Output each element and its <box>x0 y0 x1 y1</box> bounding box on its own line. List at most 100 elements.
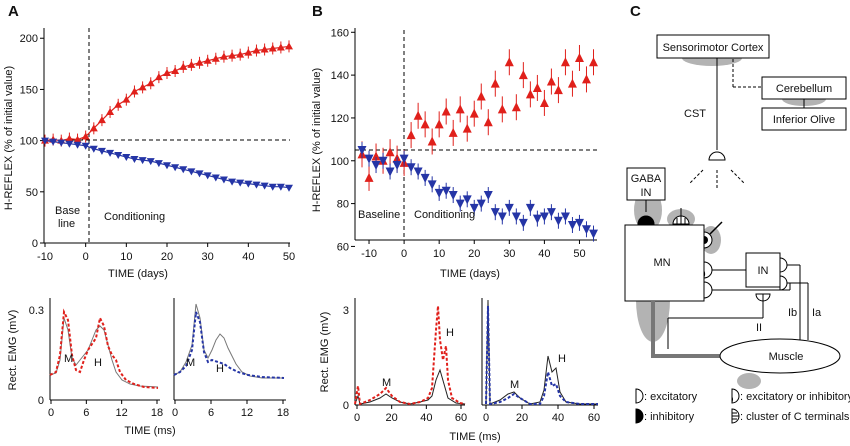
a-br-xtick-label: 6 <box>208 407 214 419</box>
a-top-series-line-0 <box>44 45 290 142</box>
b-top-down-point <box>448 191 458 201</box>
motoneuron-box <box>624 224 705 302</box>
b-top-up-point <box>476 91 486 101</box>
b-top-down-point <box>539 212 549 222</box>
b-bottom-xlabel: TIME (ms) <box>449 431 500 443</box>
a-bl-xtick-label: 6 <box>83 407 89 419</box>
a-bottom-ylabel: Rect. EMG (mV) <box>7 310 19 391</box>
b-top-down-point <box>455 199 465 209</box>
b-br-trace-down <box>485 305 598 406</box>
a-top-down-point <box>285 184 293 192</box>
b-br-xtick-label: 20 <box>516 412 528 424</box>
b-top-down-point <box>406 163 416 173</box>
cst-dash-right <box>730 169 745 184</box>
a-top-up-point <box>211 54 220 62</box>
b-br-h-label: H <box>558 353 566 365</box>
b-top-up-point <box>434 119 444 129</box>
a-top-down-point <box>65 140 74 148</box>
legend-exc-or-inh-symbol <box>731 388 740 404</box>
in-terminal-ib <box>779 257 788 273</box>
b-top-down-point <box>441 186 451 196</box>
b-top-up-point <box>560 57 570 67</box>
a-br-m-label: M <box>186 357 195 369</box>
gaba-inhibitory-terminal <box>637 215 655 225</box>
b-bottom-ylabel: Rect. EMG (mV) <box>319 312 331 393</box>
b-top-down-point <box>434 188 444 198</box>
b-top-up-point <box>371 151 381 161</box>
b-bl-xtick-label: 0 <box>354 412 360 424</box>
a-top-up-point <box>114 100 123 108</box>
b-top-down-point <box>525 203 535 213</box>
a-top-up-point <box>260 45 269 53</box>
a-top-ytick-label: 50 <box>26 187 38 199</box>
b-bottom-ytick-0: 0 <box>343 400 349 412</box>
b-top-baseline-label: Baseline <box>358 209 400 221</box>
mn-terminal-right-1-dot <box>704 236 708 244</box>
chart-a-bottom: Rect. EMG (mV) 0.3 0 0 6 12 18 M H 0 6 12 18 M… <box>7 298 289 437</box>
b-top-ytick-label: 140 <box>331 70 349 82</box>
a-top-xtick-label: 30 <box>202 251 214 263</box>
b-top-down-point <box>392 161 402 171</box>
b-top-xtick-label: 10 <box>433 248 445 260</box>
b-bl-xtick-label: 40 <box>420 412 432 424</box>
b-top-ytick-label: 80 <box>337 199 349 211</box>
b-top-up-point <box>455 104 465 114</box>
a-top-down-point <box>114 151 123 159</box>
b-top-up-point <box>448 127 458 137</box>
a-top-down-point <box>49 138 58 146</box>
a-top-down-point <box>81 142 90 150</box>
b-top-up-point <box>469 108 479 118</box>
a-top-xtick-label: 50 <box>283 251 295 263</box>
a-top-up-point <box>236 50 245 58</box>
b-top-ytick-label: 160 <box>331 27 349 39</box>
b-top-ytick-label: 60 <box>337 241 349 253</box>
a-top-ylabel: H-REFLEX (% of initial value) <box>3 66 15 210</box>
mn-terminal-right-3 <box>703 281 713 299</box>
b-top-down-point <box>511 212 521 222</box>
b-top-xtick-label: 40 <box>538 248 550 260</box>
muscle-label: Muscle <box>769 351 804 363</box>
a-top-down-point <box>195 170 204 178</box>
b-top-up-point <box>406 130 416 140</box>
b-top-up-point <box>490 78 500 88</box>
b-top-up-point <box>364 172 374 182</box>
b-top-down-point <box>560 212 570 222</box>
ib-label: Ib <box>788 307 797 319</box>
b-top-conditioning-label: Conditioning <box>414 209 475 221</box>
a-br-h-label: H <box>216 363 224 375</box>
cst-dash-left <box>689 169 704 184</box>
b-br-trace-control <box>485 299 598 405</box>
a-top-up-point <box>154 73 163 81</box>
b-top-xtick-label: 0 <box>401 248 407 260</box>
b-top-down-point <box>399 154 409 164</box>
panel-label-c: C <box>630 3 641 20</box>
b-top-up-point <box>504 57 514 67</box>
a-top-down-point <box>276 183 285 191</box>
b-top-up-point <box>511 102 521 112</box>
a-bottom-xlabel: TIME (ms) <box>124 425 175 437</box>
a-bottom-ytick-top: 0.3 <box>29 305 44 317</box>
b-top-up-point <box>539 97 549 107</box>
a-top-up-point <box>219 52 228 60</box>
mn-label: MN <box>653 257 670 269</box>
b-top-ytick-label: 120 <box>331 113 349 125</box>
b-top-down-point <box>385 167 395 177</box>
motor-axon <box>651 301 728 358</box>
b-top-down-point <box>357 146 367 156</box>
a-br-xtick-label: 18 <box>277 407 289 419</box>
a-top-ytick-label: 200 <box>20 33 38 45</box>
a-top-xlabel: TIME (days) <box>108 268 168 280</box>
a-top-ytick-label: 0 <box>32 238 38 250</box>
b-top-up-point <box>532 82 542 92</box>
a-top-ytick-label: 150 <box>20 84 38 96</box>
a-br-trace-down <box>173 311 285 379</box>
a-top-down-point <box>179 166 188 174</box>
a-top-down-point <box>163 162 171 170</box>
a-top-down-point <box>244 180 253 188</box>
b-top-up-point <box>420 119 430 129</box>
a-bl-xtick-label: 12 <box>116 407 128 419</box>
legend-inhibitory-text: : inhibitory <box>644 411 695 423</box>
a-top-ytick-label: 100 <box>20 136 38 148</box>
a-top-down-point <box>203 172 212 180</box>
